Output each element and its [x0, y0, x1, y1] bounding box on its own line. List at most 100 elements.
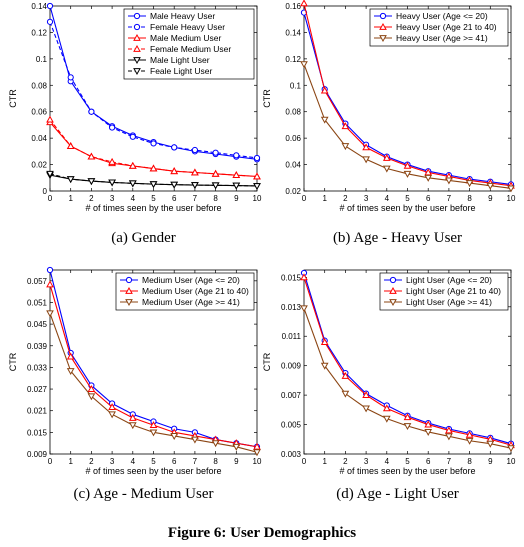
y-tick-label: 0.02 — [285, 187, 301, 196]
subcaption: (a) Gender — [111, 230, 176, 246]
x-axis-label: # of times seen by the user before — [339, 203, 475, 213]
data-point — [445, 426, 453, 434]
data-point — [362, 143, 370, 151]
data-point — [46, 170, 54, 178]
x-tick-label: 7 — [193, 457, 198, 466]
data-point — [486, 182, 495, 190]
x-tick-label: 6 — [426, 194, 431, 203]
data-point — [129, 133, 136, 140]
data-point — [486, 440, 495, 448]
data-point — [170, 433, 179, 440]
data-point — [149, 164, 158, 172]
x-tick-label: 9 — [234, 194, 239, 203]
data-point — [232, 182, 241, 190]
y-tick-label: 0.039 — [27, 342, 48, 351]
x-tick-label: 3 — [110, 194, 115, 203]
data-point — [341, 371, 350, 379]
data-point — [191, 168, 199, 176]
data-point — [128, 180, 137, 188]
x-tick-label: 1 — [68, 194, 73, 203]
data-point — [320, 338, 329, 346]
data-point — [211, 169, 220, 177]
y-tick-label: 0.1 — [290, 81, 302, 90]
legend-entry: Heavy User (Age >= 41) — [396, 33, 488, 43]
data-point — [232, 443, 241, 451]
x-tick-label: 0 — [48, 194, 53, 203]
data-point — [320, 116, 329, 124]
x-tick-label: 1 — [322, 457, 327, 466]
data-point — [109, 124, 116, 131]
x-tick-label: 6 — [426, 457, 431, 466]
x-tick-label: 0 — [48, 457, 53, 466]
data-point — [382, 153, 391, 161]
y-tick-label: 0.045 — [27, 320, 48, 329]
y-tick-label: 0.14 — [285, 28, 301, 37]
legend-swatch-marker — [389, 299, 397, 307]
data-point — [424, 174, 433, 182]
x-tick-label: 3 — [364, 457, 369, 466]
legend-swatch-marker — [133, 23, 141, 31]
data-point — [46, 310, 54, 318]
legend-entry: Light User (Age 21 to 40) — [406, 286, 501, 296]
x-tick-label: 7 — [193, 194, 198, 203]
x-tick-label: 4 — [385, 457, 390, 466]
data-point — [403, 423, 412, 431]
data-point — [403, 413, 412, 421]
y-tick-label: 0.033 — [27, 363, 48, 372]
legend-box — [369, 8, 509, 47]
y-tick-label: 0.04 — [31, 134, 47, 143]
legend-swatch-marker — [379, 22, 387, 30]
x-tick-label: 7 — [447, 457, 452, 466]
data-point — [108, 403, 116, 410]
x-tick-label: 3 — [110, 457, 115, 466]
data-point — [66, 352, 75, 360]
data-point — [149, 181, 158, 189]
data-point — [149, 429, 158, 437]
subcaption: (d) Age - Light User — [336, 486, 458, 502]
data-point — [67, 74, 74, 81]
x-tick-label: 5 — [151, 457, 156, 466]
data-point — [320, 362, 329, 370]
y-tick-label: 0.06 — [31, 108, 47, 117]
y-axis-label: CTR — [262, 89, 272, 108]
x-tick-label: 8 — [213, 457, 218, 466]
y-tick-label: 0.003 — [281, 450, 302, 459]
y-tick-label: 0.14 — [31, 2, 47, 11]
y-tick-label: 0.08 — [31, 81, 47, 90]
x-tick-label: 10 — [507, 457, 516, 466]
y-tick-label: 0.12 — [285, 55, 301, 64]
legend-swatch-marker — [125, 276, 133, 284]
x-tick-label: 2 — [343, 457, 348, 466]
legend-swatch-marker — [133, 44, 141, 52]
legend-entry: Medium User (Age <= 20) — [142, 275, 240, 285]
y-tick-label: 0.021 — [27, 407, 48, 416]
legend-entry: Medium User (Age 21 to 40) — [142, 286, 249, 296]
data-point — [66, 368, 75, 376]
y-tick-label: 0.12 — [31, 28, 47, 37]
data-point — [87, 385, 96, 392]
data-point — [46, 2, 54, 10]
x-tick-label: 6 — [172, 457, 177, 466]
x-tick-label: 8 — [467, 457, 472, 466]
data-point — [253, 449, 261, 457]
x-tick-label: 9 — [234, 457, 239, 466]
series-line — [303, 63, 512, 189]
y-tick-label: 0.04 — [285, 161, 301, 170]
data-point — [46, 18, 54, 25]
legend-entry: Heavy User (Age 21 to 40) — [396, 22, 497, 32]
data-point — [128, 161, 137, 169]
data-point — [87, 178, 96, 186]
x-tick-label: 9 — [488, 457, 493, 466]
legend-box — [123, 8, 255, 80]
data-point — [211, 440, 220, 448]
chart-age-heavy-user: 0 1 2 3 4 5 6 7 8 9 10 0.02 0.04 0.06 0.08 0.1 0.12 0.14 0… — [262, 0, 516, 246]
legend-entry: Male Heavy User — [150, 11, 215, 21]
x-tick-label: 2 — [89, 194, 94, 203]
data-point — [212, 149, 219, 156]
y-tick-label: 0.013 — [281, 303, 302, 312]
x-tick-label: 4 — [131, 457, 136, 466]
data-point — [341, 122, 350, 130]
data-point — [211, 182, 220, 190]
legend-swatch-marker — [379, 35, 387, 43]
y-axis-label: CTR — [8, 89, 18, 108]
